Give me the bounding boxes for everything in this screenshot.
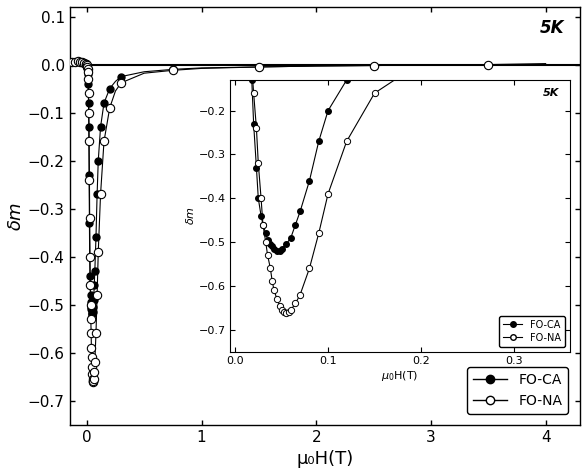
X-axis label: μ₀H(T): μ₀H(T) xyxy=(296,450,353,468)
Legend: FO-CA, FO-NA: FO-CA, FO-NA xyxy=(467,368,568,414)
Y-axis label: δm: δm xyxy=(7,201,25,230)
Text: 5K: 5K xyxy=(540,19,565,38)
